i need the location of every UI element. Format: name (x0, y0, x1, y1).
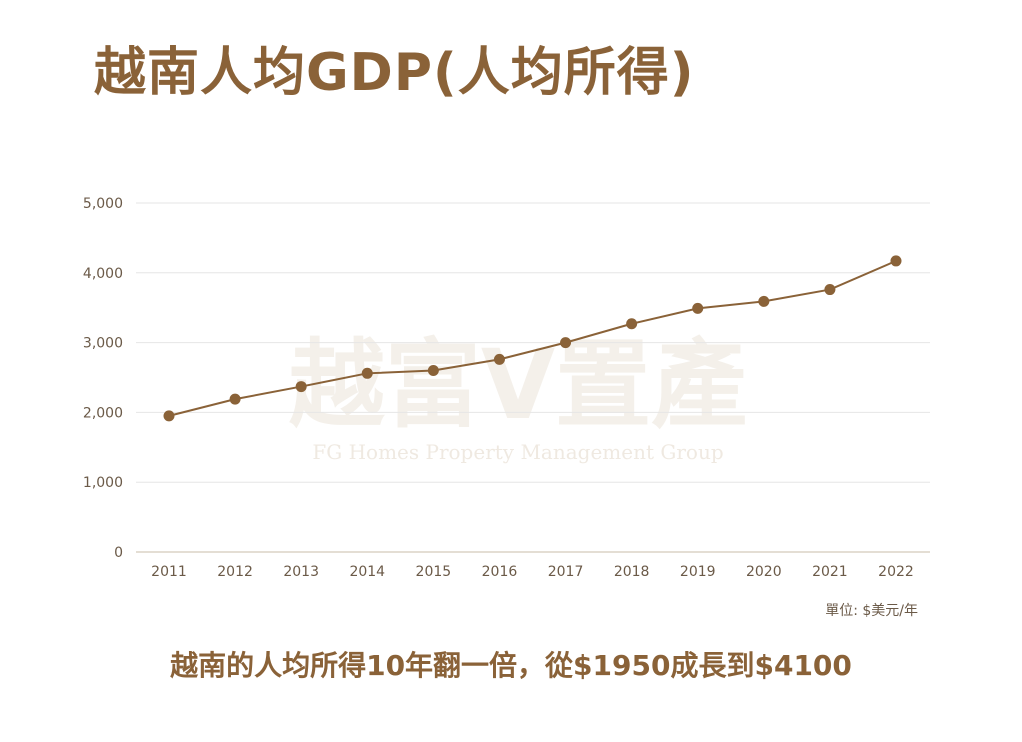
x-tick-label: 2016 (482, 564, 518, 580)
x-tick-label: 2011 (151, 564, 187, 580)
y-tick-label: 1,000 (83, 475, 123, 491)
summary-text: 越南的人均所得10年翻一倍，從$1950成長到$4100 (170, 649, 852, 682)
data-point (758, 295, 770, 307)
y-tick-label: 2,000 (83, 405, 123, 421)
data-point (361, 367, 373, 379)
watermark-brand: 越富V置產 (289, 329, 747, 441)
watermark-subtitle: FG Homes Property Management Group (312, 440, 723, 464)
data-point (163, 410, 175, 422)
chart-title: 越南人均GDP(人均所得) (94, 43, 695, 103)
data-point (493, 353, 505, 365)
data-point (560, 337, 572, 349)
y-axis: 0 1,000 2,000 3,000 4,000 5,000 (83, 196, 123, 561)
x-tick-label: 2022 (878, 564, 914, 580)
x-tick-label: 2015 (416, 564, 452, 580)
x-tick-label: 2020 (746, 564, 782, 580)
x-tick-label: 2018 (614, 564, 650, 580)
y-tick-label: 0 (114, 545, 123, 561)
x-tick-label: 2014 (349, 564, 385, 580)
grid-lines (136, 202, 930, 553)
data-point (427, 365, 439, 377)
x-tick-label: 2013 (283, 564, 319, 580)
y-tick-label: 5,000 (83, 196, 123, 212)
data-point (824, 284, 836, 296)
series-line (163, 255, 902, 422)
series-line-path (168, 260, 897, 417)
data-point (890, 255, 902, 267)
data-point (692, 302, 704, 314)
x-tick-label: 2012 (217, 564, 253, 580)
y-tick-label: 4,000 (83, 266, 123, 282)
data-point (229, 393, 241, 405)
data-point (626, 318, 638, 330)
y-tick-label: 3,000 (83, 336, 123, 352)
unit-label: 單位: $美元/年 (825, 603, 918, 619)
x-tick-label: 2017 (548, 564, 584, 580)
x-tick-label: 2019 (680, 564, 716, 580)
x-tick-label: 2021 (812, 564, 848, 580)
x-axis: 2011 2012 2013 2014 2015 2016 2017 2018 2019 2020… (151, 564, 914, 580)
data-point (295, 381, 307, 393)
